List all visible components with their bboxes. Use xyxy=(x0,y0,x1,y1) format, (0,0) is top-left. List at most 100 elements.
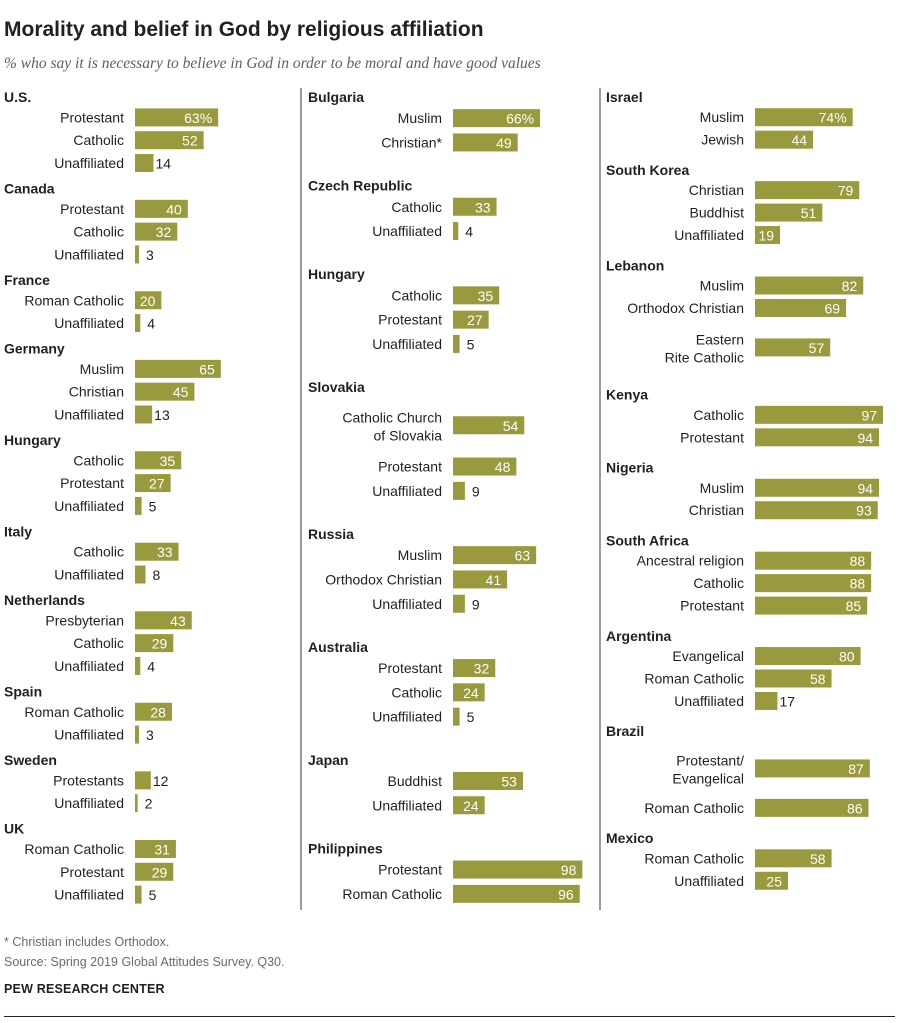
bar-czech-republic-unaffiliated xyxy=(453,222,459,241)
category-label-slovakia-catholic-church-of-slovakia-line1: Catholic Church xyxy=(342,409,442,425)
value-label-sweden-protestants: 12 xyxy=(153,773,169,789)
bar-brazil-protestant-evangelical xyxy=(755,759,870,778)
value-label-sweden-unaffiliated: 2 xyxy=(145,796,153,812)
category-label-brazil-protestant-evangelical-line2: Evangelical xyxy=(672,770,744,786)
value-label-brazil-protestant-evangelical: 87 xyxy=(848,761,864,777)
country-label-hungary: Hungary xyxy=(308,266,365,282)
value-label-japan-unaffiliated: 24 xyxy=(463,798,479,814)
country-label-south-africa: South Africa xyxy=(606,532,689,548)
bar-spain-roman-catholic xyxy=(135,702,172,721)
bar-germany-muslim xyxy=(135,359,221,378)
category-label-germany-unaffiliated: Unaffiliated xyxy=(54,406,124,422)
country-label-czech-republic: Czech Republic xyxy=(308,178,412,194)
category-label-brazil-protestant-evangelical-line1: Protestant/ xyxy=(676,752,744,768)
category-label-slovakia-catholic-church-of-slovakia-line2: of Slovakia xyxy=(374,427,443,443)
bar-argentina-roman-catholic xyxy=(755,669,832,688)
category-label-canada-protestant: Protestant xyxy=(60,201,124,217)
bar-canada-protestant xyxy=(135,199,188,218)
country-label-kenya: Kenya xyxy=(606,387,648,403)
country-label-france: France xyxy=(4,272,50,288)
category-label-south-korea-unaffiliated: Unaffiliated xyxy=(674,227,744,243)
bar-japan-buddhist xyxy=(453,771,523,790)
footnote: * Christian includes Orthodox. xyxy=(4,935,170,949)
value-label-hungary-unaffiliated: 5 xyxy=(149,498,157,514)
category-label-russia-orthodox-christian: Orthodox Christian xyxy=(325,571,442,587)
category-label-u-s-unaffiliated: Unaffiliated xyxy=(54,155,124,171)
bar-czech-republic-catholic xyxy=(453,197,497,216)
value-label-japan-buddhist: 53 xyxy=(501,773,517,789)
bar-kenya-protestant xyxy=(755,428,880,447)
value-label-netherlands-catholic: 29 xyxy=(152,636,168,652)
value-label-south-korea-unaffiliated: 19 xyxy=(759,228,775,244)
bar-slovakia-protestant xyxy=(453,457,517,476)
category-label-south-africa-protestant: Protestant xyxy=(680,598,744,614)
bar-argentina-evangelical xyxy=(755,647,861,666)
value-label-u-s-unaffiliated: 14 xyxy=(155,156,171,172)
bar-russia-unaffiliated xyxy=(453,594,465,613)
value-label-hungary-catholic: 35 xyxy=(478,288,494,304)
country-label-italy: Italy xyxy=(4,523,32,539)
country-label-nigeria: Nigeria xyxy=(606,460,654,476)
category-label-canada-catholic: Catholic xyxy=(73,224,124,240)
country-label-argentina: Argentina xyxy=(606,628,672,644)
country-label-russia: Russia xyxy=(308,526,354,542)
bar-hungary-catholic xyxy=(135,451,182,470)
value-label-nigeria-muslim: 94 xyxy=(858,480,874,496)
pew-logo: PEW RESEARCH CENTER xyxy=(4,982,165,996)
value-label-lebanon-eastern-rite-catholic: 57 xyxy=(809,340,825,356)
category-label-israel-jewish: Jewish xyxy=(701,132,744,148)
category-label-argentina-unaffiliated: Unaffiliated xyxy=(674,693,744,709)
country-label-brazil: Brazil xyxy=(606,723,644,739)
bar-nigeria-christian xyxy=(755,501,878,520)
bar-hungary-catholic xyxy=(453,286,500,305)
bar-spain-unaffiliated xyxy=(135,725,139,744)
value-label-slovakia-protestant: 48 xyxy=(495,459,511,475)
category-label-south-africa-catholic: Catholic xyxy=(693,575,744,591)
value-label-philippines-roman-catholic: 96 xyxy=(558,886,574,902)
bar-russia-orthodox-christian xyxy=(453,570,508,589)
bar-argentina-unaffiliated xyxy=(755,691,778,710)
value-label-hungary-protestant: 27 xyxy=(467,312,483,328)
bar-mexico-unaffiliated xyxy=(755,871,788,890)
country-label-south-korea: South Korea xyxy=(606,162,689,178)
value-label-brazil-roman-catholic: 86 xyxy=(847,800,863,816)
value-label-israel-jewish: 44 xyxy=(792,132,808,148)
country-label-u-s: U.S. xyxy=(4,89,31,105)
bar-france-roman-catholic xyxy=(135,291,162,310)
bar-lebanon-muslim xyxy=(755,276,864,295)
category-label-australia-protestant: Protestant xyxy=(378,660,442,676)
country-label-israel: Israel xyxy=(606,89,643,105)
bar-south-korea-christian xyxy=(755,181,860,200)
value-label-south-korea-christian: 79 xyxy=(838,183,854,199)
bar-nigeria-muslim xyxy=(755,478,880,497)
category-label-germany-muslim: Muslim xyxy=(80,361,124,377)
country-label-japan: Japan xyxy=(308,752,348,768)
bar-germany-christian xyxy=(135,382,195,401)
source-note: Source: Spring 2019 Global Attitudes Sur… xyxy=(4,955,285,969)
category-label-u-s-catholic: Catholic xyxy=(73,132,124,148)
bar-australia-catholic xyxy=(453,683,485,702)
bar-u-s-unaffiliated xyxy=(135,154,154,173)
bottom-rule xyxy=(4,1016,895,1017)
value-label-australia-catholic: 24 xyxy=(463,685,479,701)
value-label-uk-protestant: 29 xyxy=(152,864,168,880)
bar-philippines-roman-catholic xyxy=(453,884,580,903)
category-label-japan-buddhist: Buddhist xyxy=(388,773,443,789)
value-label-lebanon-orthodox-christian: 69 xyxy=(825,300,841,316)
bar-uk-unaffiliated xyxy=(135,885,142,904)
value-label-italy-catholic: 33 xyxy=(157,544,173,560)
bar-germany-unaffiliated xyxy=(135,405,153,424)
value-label-russia-muslim: 63 xyxy=(515,548,531,564)
value-label-uk-roman-catholic: 31 xyxy=(154,841,170,857)
chart-subtitle: % who say it is necessary to believe in … xyxy=(4,55,541,72)
category-label-sweden-protestants: Protestants xyxy=(53,772,124,788)
country-label-canada: Canada xyxy=(4,180,55,196)
value-label-argentina-unaffiliated: 17 xyxy=(779,693,795,709)
bar-south-africa-protestant xyxy=(755,596,868,615)
value-label-netherlands-unaffiliated: 4 xyxy=(147,658,155,674)
bar-netherlands-presbyterian xyxy=(135,611,192,630)
category-label-hungary-unaffiliated: Unaffiliated xyxy=(54,498,124,514)
bar-australia-unaffiliated xyxy=(453,707,460,726)
country-label-lebanon: Lebanon xyxy=(606,257,664,273)
category-label-italy-unaffiliated: Unaffiliated xyxy=(54,567,124,583)
